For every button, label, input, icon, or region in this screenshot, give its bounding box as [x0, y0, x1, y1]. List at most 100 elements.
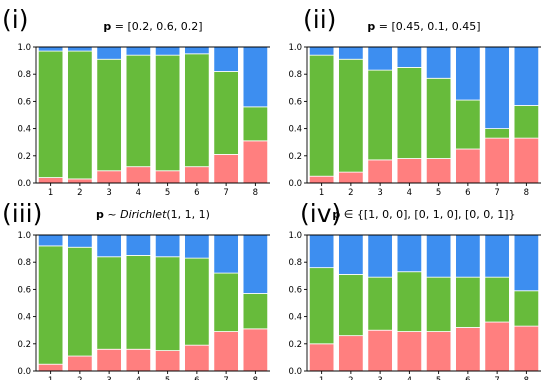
bar-segment: [37, 234, 64, 247]
y-tick-label: 0.6: [288, 97, 302, 107]
bar-segment: [37, 363, 64, 372]
bar-segment: [425, 234, 452, 278]
x-tick-label: 8: [524, 188, 529, 198]
x-tick-label: 4: [407, 376, 412, 380]
bar-segment: [367, 46, 393, 71]
x-tick-label: 5: [165, 188, 170, 198]
panel-1: (i) p = [0.2, 0.6, 0.2] 1 2 3 4 5 6 7 8 0.0 0.2 0.4 0…: [2, 5, 270, 198]
bar-segment: [455, 148, 481, 184]
bar-segment: [96, 170, 122, 184]
bar-segment: [484, 234, 510, 278]
y-tick-label: 1.0: [17, 43, 31, 53]
bar-segment: [367, 329, 393, 372]
panel-3: (iii) p ~ Dirichlet(1, 1, 1) 1 2 3 4 5 6 7 8 0.0 0.…: [2, 199, 270, 380]
bar-segment: [125, 348, 152, 372]
x-tick-label: 4: [407, 188, 412, 198]
y-tick-label: 1.0: [288, 231, 302, 241]
y-tick-label: 0.8: [17, 70, 31, 80]
x-tick-label: 2: [348, 188, 353, 198]
bar-segment: [425, 158, 452, 184]
y-tick-label: 0.6: [17, 97, 31, 107]
title-rest: ∈ {[1, 0, 0], [0, 1, 0], [0, 0, 1]}: [340, 208, 515, 221]
x-tick-label: 8: [253, 188, 258, 198]
bar-segment: [367, 234, 393, 278]
panel-title: p ∈ {[1, 0, 0], [0, 1, 0], [0, 0, 1]}: [332, 208, 515, 221]
bar-segment: [338, 234, 364, 275]
y-tick-label: 0.2: [288, 152, 302, 162]
bar-segment: [213, 331, 239, 372]
x-tick-label: 6: [465, 188, 470, 198]
bar-segment: [154, 170, 181, 184]
bar-segment: [396, 331, 423, 372]
x-tick-label: 3: [377, 376, 382, 380]
bar-segment: [37, 177, 64, 184]
bar-segment: [308, 54, 335, 177]
x-tick-label: 6: [194, 376, 199, 380]
bar-segment: [455, 234, 481, 278]
bar-segment: [513, 46, 540, 106]
bar-segment: [184, 53, 210, 168]
y-tick-label: 0.4: [288, 313, 302, 323]
bar-segment: [37, 245, 64, 365]
x-tick-label: 3: [377, 188, 382, 198]
bar-segment: [184, 234, 210, 259]
bar-segment: [513, 137, 540, 184]
x-tick-label: 8: [524, 376, 529, 380]
bar-segment: [96, 348, 122, 372]
bar-segment: [125, 166, 152, 184]
panel-2: (ii) p = [0.45, 0.1, 0.45] 1 2 3 4 5 6 7 8 0.0 0.2 0…: [288, 5, 541, 198]
x-tick-label: 1: [48, 188, 53, 198]
y-tick-label: 0.0: [17, 179, 31, 189]
bar-segment: [242, 328, 269, 372]
bar-segment: [67, 50, 93, 180]
title-after: (1, 1, 1): [166, 208, 210, 221]
bar-segment: [484, 128, 510, 139]
bar-segment: [396, 271, 423, 332]
bar-segment: [455, 46, 481, 101]
bar-segment: [67, 234, 93, 248]
title-rest: ~: [104, 208, 120, 221]
panel-title: p ~ Dirichlet(1, 1, 1): [96, 208, 210, 221]
y-tick-label: 0.0: [288, 367, 302, 377]
x-tick-label: 4: [136, 376, 141, 380]
x-tick-label: 1: [48, 376, 53, 380]
bar-segment: [184, 257, 210, 346]
x-tick-label: 5: [165, 376, 170, 380]
x-tick-label: 7: [223, 376, 228, 380]
title-bold: p: [332, 208, 340, 221]
bar-segment: [213, 272, 239, 332]
title-bold: p: [103, 20, 111, 33]
x-tick-label: 5: [436, 376, 441, 380]
bar-segment: [154, 234, 181, 258]
bar-segment: [338, 171, 364, 184]
panel-title: p = [0.2, 0.6, 0.2]: [103, 20, 202, 33]
bar-segment: [242, 106, 269, 142]
x-tick-label: 5: [436, 188, 441, 198]
bar-segment: [154, 256, 181, 352]
bar-segment: [96, 234, 122, 258]
bar-segment: [396, 158, 423, 184]
bar-segment: [338, 274, 364, 337]
y-tick-label: 1.0: [17, 231, 31, 241]
y-tick-label: 0.4: [17, 125, 31, 135]
bar-segment: [308, 46, 335, 56]
panel-title: p = [0.45, 0.1, 0.45]: [367, 20, 480, 33]
title-italic: Dirichlet: [120, 208, 167, 221]
bar-segment: [425, 77, 452, 159]
bar-segment: [67, 246, 93, 357]
bar-segment: [96, 256, 122, 350]
panel-4: (iv)p ∈ {[1, 0, 0], [0, 1, 0], [0, 0, 1]…: [288, 199, 541, 380]
bar-segment: [425, 276, 452, 332]
bar-segment: [125, 254, 152, 350]
y-tick-label: 0.4: [17, 313, 31, 323]
bar-segment: [396, 67, 423, 159]
bar-segment: [513, 325, 540, 372]
bar-segment: [125, 54, 152, 168]
bar-segment: [484, 46, 510, 129]
y-tick-label: 0.6: [17, 285, 31, 295]
bar-segment: [242, 46, 269, 108]
panel-label: (iv): [300, 199, 341, 228]
title-bold: p: [96, 208, 104, 221]
bar-segment: [484, 321, 510, 372]
